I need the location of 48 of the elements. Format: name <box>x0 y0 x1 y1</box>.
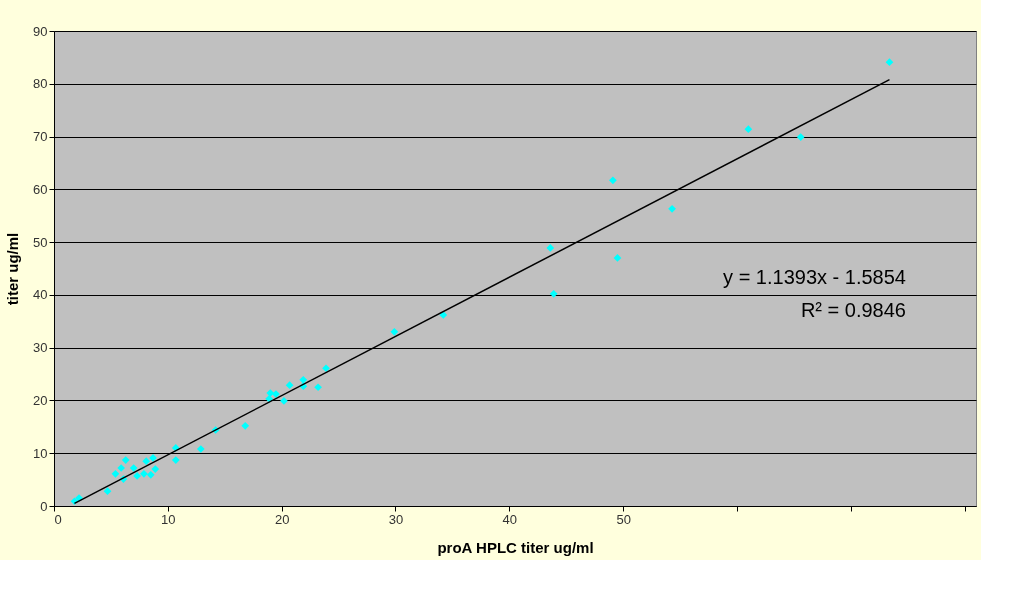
y-tick-label: 60 <box>33 181 48 197</box>
y-tick-label: 70 <box>33 129 48 145</box>
point <box>299 375 308 384</box>
point <box>314 383 322 392</box>
point <box>266 389 275 397</box>
point <box>322 364 330 373</box>
point <box>796 133 805 141</box>
y-tick-label: 50 <box>33 234 48 250</box>
point <box>151 465 160 473</box>
point <box>546 244 555 252</box>
point <box>285 381 294 390</box>
y-tick-label: 40 <box>33 287 48 303</box>
x-axis-title: proA HPLC titer ug/ml <box>437 538 594 556</box>
point <box>613 254 622 262</box>
point <box>117 464 126 472</box>
point <box>171 456 180 464</box>
point <box>272 390 280 398</box>
y-tick-label: 90 <box>33 23 48 39</box>
annotation: R² = 0.9846 <box>800 299 906 321</box>
point <box>668 204 676 213</box>
point <box>390 327 399 336</box>
y-tick-label: 10 <box>33 445 48 461</box>
point <box>129 464 138 472</box>
x-tick-label: 30 <box>388 511 404 527</box>
y-axis-title: titer ug/ml <box>4 232 22 306</box>
point <box>103 487 112 496</box>
point <box>241 421 250 430</box>
annotation: y = 1.1393x - 1.5854 <box>723 266 906 288</box>
y-tick-label: 0 <box>40 498 48 514</box>
x-tick-label: 20 <box>274 511 290 527</box>
point <box>111 469 120 478</box>
y-tick-label: 80 <box>33 76 48 92</box>
point <box>549 289 558 298</box>
point <box>142 457 151 466</box>
point <box>121 456 130 464</box>
point <box>196 445 205 453</box>
point <box>885 58 894 67</box>
point <box>744 125 753 134</box>
point <box>146 470 155 479</box>
x-tick-label: 0 <box>54 511 62 527</box>
x-tick-label: 50 <box>616 511 631 527</box>
x-tick-label: 40 <box>502 511 518 527</box>
x-tick-label: 10 <box>161 511 176 527</box>
point <box>133 472 141 480</box>
point <box>609 176 617 185</box>
point <box>140 469 148 478</box>
y-tick-label: 20 <box>33 392 48 408</box>
y-tick-label: 30 <box>33 340 48 356</box>
